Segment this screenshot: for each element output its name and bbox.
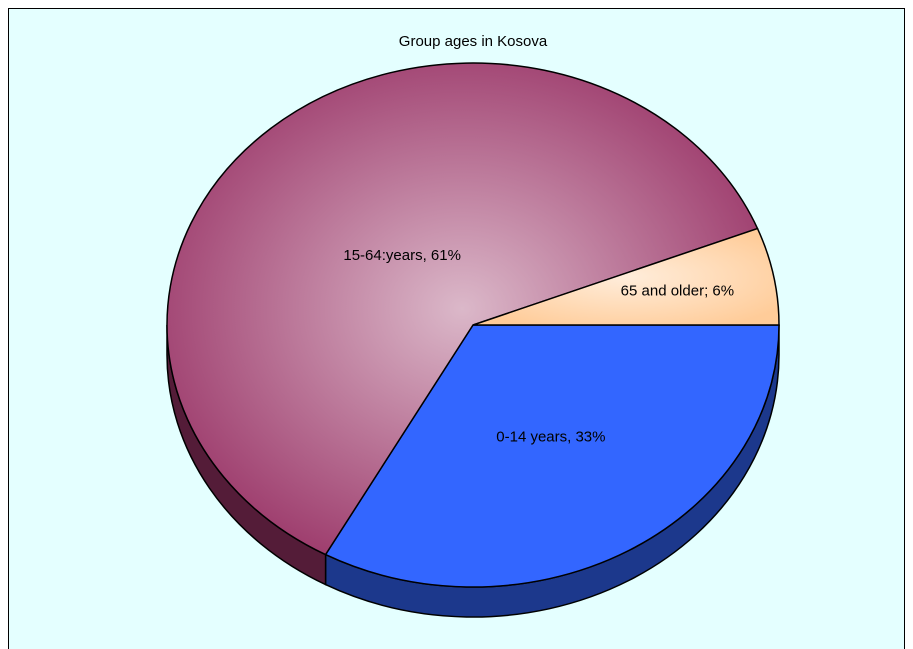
slice [166,62,759,556]
slice [324,324,780,588]
data-label: 15-64:years, 61% [343,247,461,264]
data-label: 0-14 years, 33% [496,429,605,446]
data-label: 65 and older; 6% [621,283,734,300]
chart-title: Group ages in Kosova [399,33,548,50]
slice [472,227,780,326]
